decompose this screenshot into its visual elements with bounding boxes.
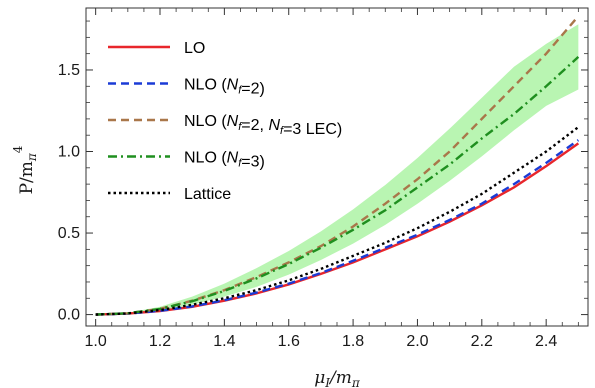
legend-label: NLO (Nf=2, Nf=3 LEC) — [184, 113, 342, 138]
axis-titles: μI/mπ P/mπ4 — [11, 145, 361, 388]
x-tick-label: 2.2 — [471, 333, 493, 350]
legend-label: NLO (Nf=2) — [184, 77, 265, 98]
y-tick-label: 0.0 — [58, 307, 80, 324]
x-tick-label: 1.4 — [213, 333, 235, 350]
series-line-lattice — [95, 126, 580, 316]
x-tick-label: 1.8 — [342, 333, 364, 350]
series-line-nlo-nf-2 — [95, 139, 580, 316]
legend-label: LO — [184, 40, 205, 57]
y-axis-title: P/mπ4 — [11, 145, 39, 194]
x-tick-label: 2.4 — [535, 333, 557, 350]
x-tick-label: 2.0 — [406, 333, 428, 350]
legend: LO NLO (Nf=2) NLO (Nf=2, Nf=3 LEC) NLO (Nf=… — [108, 40, 342, 203]
legend-label: Lattice — [184, 186, 231, 203]
legend-label: NLO (Nf=3) — [184, 150, 265, 171]
series-line-nlo-nf-3 — [95, 56, 580, 316]
x-tick-label: 1.0 — [85, 333, 107, 350]
x-tick-label: 1.6 — [278, 333, 300, 350]
x-axis-title: μI/mπ — [314, 368, 361, 388]
y-tick-label: 1.5 — [58, 62, 80, 79]
series-layer — [95, 15, 580, 316]
y-tick-label: 1.0 — [58, 144, 80, 161]
x-tick-label: 1.2 — [149, 333, 171, 350]
y-tick-label: 0.5 — [58, 225, 80, 242]
tick-layer: 1.0 1.2 1.4 1.6 1.8 2.0 2.2 2.4 0.0 0.5 1.0 1.5 — [58, 8, 588, 350]
